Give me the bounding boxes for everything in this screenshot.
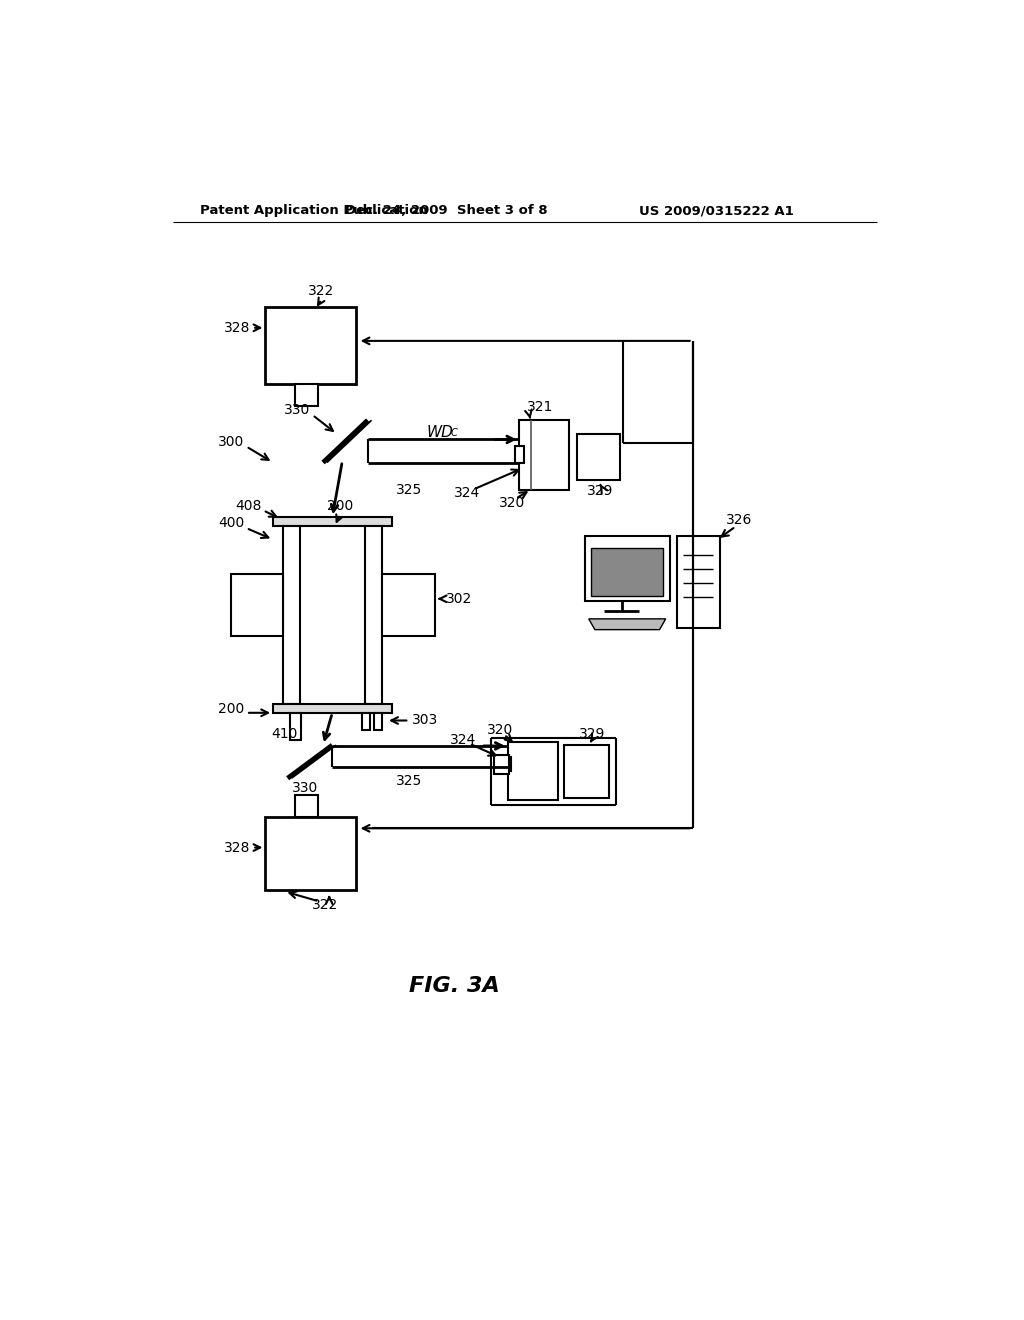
Text: 330: 330	[284, 403, 310, 417]
Bar	[265, 817, 356, 890]
Bar	[578, 434, 620, 480]
Polygon shape	[589, 619, 666, 630]
Bar	[283, 527, 300, 704]
Text: Patent Application Publication: Patent Application Publication	[200, 205, 428, 218]
Bar	[295, 384, 317, 405]
Text: 320: 320	[499, 496, 525, 511]
Bar	[273, 704, 392, 713]
Bar	[361, 713, 370, 730]
Text: 329: 329	[580, 727, 606, 742]
Text: 400: 400	[218, 516, 245, 531]
Text: 410: 410	[271, 727, 298, 742]
Text: 322: 322	[308, 284, 335, 298]
Text: 326: 326	[726, 513, 752, 527]
Bar	[290, 713, 301, 739]
Bar	[382, 574, 435, 636]
Text: 325: 325	[396, 483, 423, 496]
Bar	[265, 308, 356, 384]
Bar	[508, 742, 558, 800]
Bar	[564, 744, 608, 797]
Bar	[591, 548, 664, 595]
Text: 322: 322	[311, 899, 338, 912]
Text: 200: 200	[218, 702, 245, 715]
Bar	[230, 574, 283, 636]
Text: 330: 330	[292, 781, 317, 795]
Text: 302: 302	[446, 591, 472, 606]
Text: 408: 408	[236, 499, 261, 512]
Text: 328: 328	[223, 841, 250, 854]
Bar	[295, 795, 317, 817]
Text: 328: 328	[223, 321, 250, 335]
Text: 324: 324	[454, 486, 480, 500]
Bar	[374, 713, 382, 730]
Text: 300: 300	[218, 434, 245, 449]
Text: 325: 325	[396, 774, 423, 788]
Text: 303: 303	[412, 714, 438, 727]
Bar	[519, 420, 569, 490]
Text: 329: 329	[587, 484, 613, 498]
Text: 320: 320	[487, 723, 513, 737]
Text: 321: 321	[527, 400, 554, 414]
Bar	[273, 517, 392, 527]
Bar	[366, 527, 382, 704]
Text: Dec. 24, 2009  Sheet 3 of 8: Dec. 24, 2009 Sheet 3 of 8	[345, 205, 548, 218]
Text: WD: WD	[427, 425, 454, 440]
Text: C: C	[451, 428, 457, 437]
Bar	[515, 446, 524, 462]
Text: US 2009/0315222 A1: US 2009/0315222 A1	[639, 205, 794, 218]
Bar	[500, 758, 511, 771]
Text: FIG. 3A: FIG. 3A	[409, 977, 500, 997]
Bar	[585, 536, 670, 601]
Bar	[494, 755, 509, 775]
Text: 324: 324	[451, 733, 476, 747]
Bar	[677, 536, 720, 628]
Text: 200: 200	[327, 499, 353, 512]
